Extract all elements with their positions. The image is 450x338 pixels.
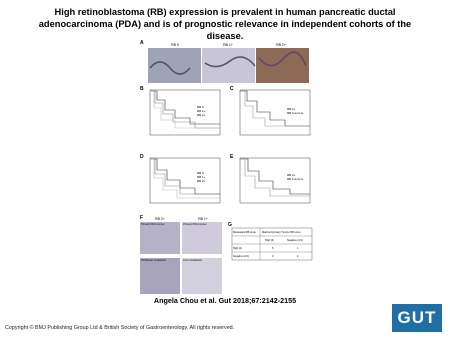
- plot-frame: [239, 89, 311, 136]
- image-caption: Primary PDA tumour: [141, 222, 165, 226]
- micrograph: [182, 222, 222, 254]
- plot-frame: [239, 157, 311, 204]
- panel-label: G: [228, 222, 232, 228]
- table-cell: 8: [272, 247, 274, 250]
- table-cell: High (2): [233, 247, 242, 250]
- curve: [150, 158, 220, 199]
- panel-label: A: [140, 40, 144, 46]
- table-cell: Negative (0/1): [233, 255, 249, 258]
- table-header: High (2): [265, 239, 274, 242]
- legend: RB 2+: [197, 113, 206, 117]
- legend: RB 2+: [287, 107, 296, 111]
- panel-label: B: [140, 86, 144, 92]
- micrograph: [140, 258, 180, 294]
- figure: A RB 0 RB 1+ RB 2+ B RB 0 RB 1+ RB 2+ C …: [140, 40, 313, 294]
- column-label: RB 1+: [198, 217, 208, 221]
- legend: RB 0: [197, 171, 204, 175]
- citation: Angela Chou et al. Gut 2018;67:2142-2155: [153, 296, 297, 305]
- image-label: RB 2+: [276, 43, 286, 47]
- legend: RB 0 and 1+: [287, 111, 304, 115]
- curve: [150, 90, 220, 129]
- table-cell: 1: [297, 247, 299, 250]
- texture: [149, 51, 307, 75]
- table-header: Negative (0/1): [287, 239, 303, 242]
- plot-frame: [149, 89, 221, 136]
- table-cell: 0: [272, 255, 274, 258]
- panel-label: D: [140, 154, 144, 160]
- image-label: RB 0: [171, 43, 179, 47]
- image-caption: Liver metastasis: [183, 258, 202, 262]
- table-header: Matched primary Tumour RB score: [262, 231, 301, 234]
- curve: [150, 90, 220, 125]
- curve: [240, 90, 310, 127]
- panel-label: F: [140, 215, 143, 221]
- micrograph: [148, 48, 201, 83]
- legend: RB 1+: [197, 175, 206, 179]
- micrograph: [182, 258, 222, 294]
- legend: RB 2+: [287, 173, 296, 177]
- curve: [150, 158, 220, 195]
- title: High retinoblastoma (RB) expression is p…: [38, 7, 412, 41]
- image-caption: Peritoneal metastasis: [141, 258, 166, 262]
- table-header: Metastasis RB score: [233, 231, 257, 234]
- curve: [150, 90, 220, 129]
- curve: [240, 158, 310, 195]
- micrograph: [256, 48, 309, 83]
- image-label: RB 1+: [223, 43, 233, 47]
- micrograph: [140, 222, 180, 254]
- curve: [150, 158, 220, 195]
- curve: [240, 158, 310, 197]
- column-label: RB 2+: [155, 217, 165, 221]
- legend: RB 0 and 1+: [287, 177, 304, 181]
- image-caption: Primary PDA tumour: [183, 222, 207, 226]
- copyright: Copyright © BMJ Publishing Group Ltd & B…: [5, 325, 235, 331]
- plot-frame: [149, 157, 221, 204]
- journal-logo: GUT: [392, 304, 442, 332]
- panel-label: C: [230, 86, 234, 92]
- legend: RB 0: [197, 105, 204, 109]
- legend: RB 2+: [197, 179, 206, 183]
- table-cell: 2: [297, 255, 299, 258]
- panel-label: E: [230, 154, 234, 160]
- curve: [240, 90, 310, 127]
- legend: RB 1+: [197, 109, 206, 113]
